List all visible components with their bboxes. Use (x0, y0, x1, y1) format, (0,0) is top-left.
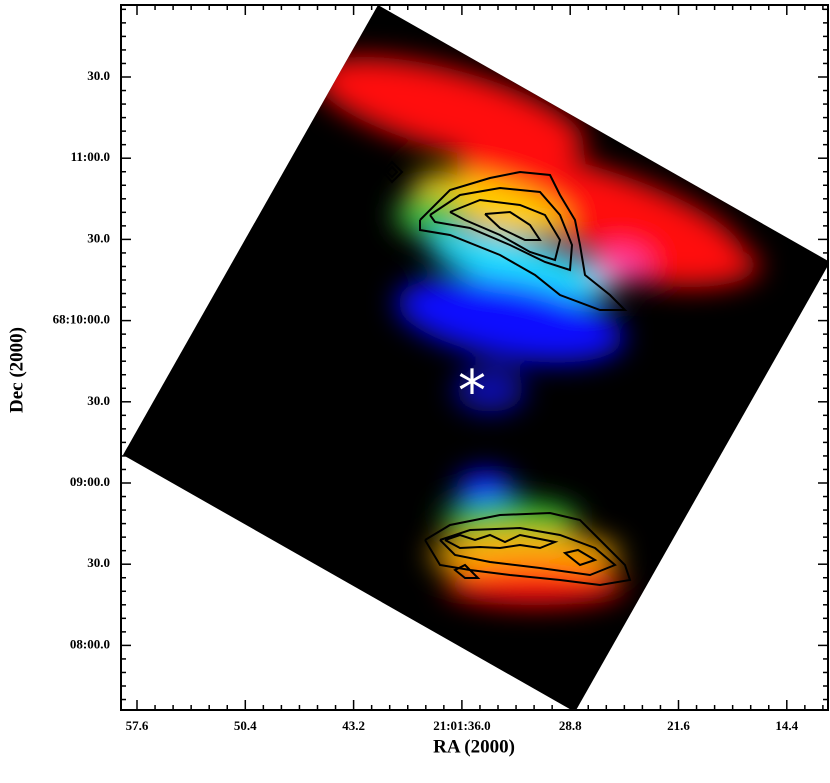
x-axis-label: RA (2000) (433, 736, 515, 757)
ticks: 57.6 50.4 43.2 21:01:36.0 28.8 21.6 14.4 30.0 11… (53, 5, 828, 733)
y-tick-label: 08:00.0 (70, 636, 110, 651)
x-tick-label: 21:01:36.0 (433, 718, 490, 733)
x-tick-label: 57.6 (126, 718, 149, 733)
y-tick-label: 30.0 (87, 230, 110, 245)
y-axis-label: Dec (2000) (6, 327, 27, 413)
x-tick-label: 28.8 (559, 718, 582, 733)
y-tick-label: 30.0 (87, 68, 110, 83)
image-area: * (123, 5, 828, 710)
plot-frame (120, 4, 829, 711)
star-marker: * (458, 359, 486, 424)
x-tick-label: 14.4 (775, 718, 798, 733)
emission (314, 57, 760, 605)
y-tick-label: 68:10:00.0 (53, 312, 110, 327)
x-tick-label: 43.2 (342, 718, 365, 733)
y-tick-label: 30.0 (87, 393, 110, 408)
x-tick-label: 21.6 (667, 718, 690, 733)
image-footprint (123, 5, 828, 710)
y-tick-label: 11:00.0 (71, 149, 110, 164)
y-tick-label: 09:00.0 (70, 474, 110, 489)
x-tick-label: 50.4 (234, 718, 257, 733)
y-tick-label: 30.0 (87, 555, 110, 570)
contours (381, 160, 632, 587)
